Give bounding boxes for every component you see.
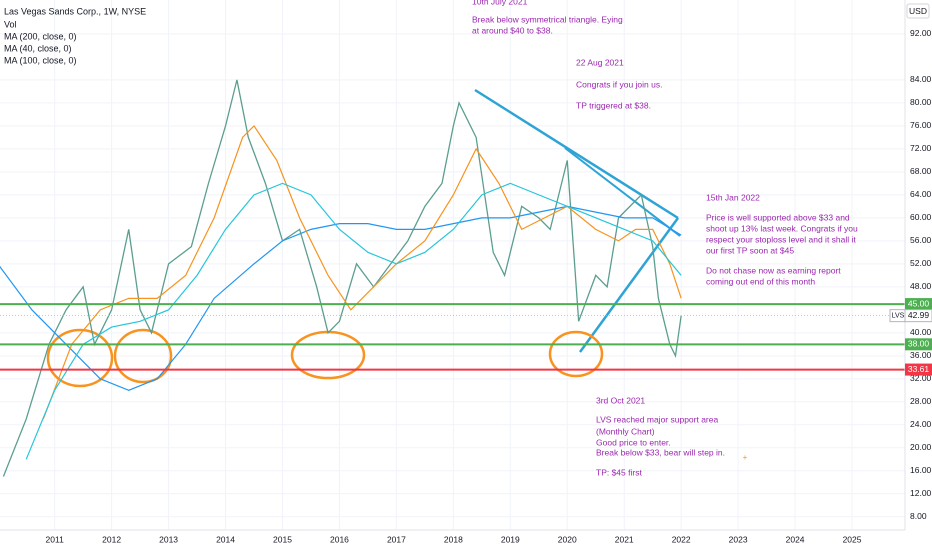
legend-entry: MA (40, close, 0) xyxy=(4,43,72,53)
x-tick-label: 2012 xyxy=(102,534,121,544)
y-tick-label: 84.00 xyxy=(910,74,932,84)
triangle-line xyxy=(578,217,680,353)
annotation: (Monthly Chart) xyxy=(596,426,655,436)
currency: USD xyxy=(909,6,927,16)
y-tick-label: 32.00 xyxy=(910,373,932,383)
annotation: Break below $33, bear will step in. xyxy=(596,447,725,457)
x-tick-label: 2020 xyxy=(558,534,577,544)
x-tick-label: 2023 xyxy=(729,534,748,544)
y-tick-label: 36.00 xyxy=(910,350,932,360)
grid xyxy=(0,0,905,530)
y-tick-label: 20.00 xyxy=(910,442,932,452)
chart-title: Las Vegas Sands Corp., 1W, NYSE xyxy=(4,6,146,16)
level-box xyxy=(905,298,932,311)
y-tick-label: 56.00 xyxy=(910,235,932,245)
annotation: Break below symmetrical triangle. Eying xyxy=(472,14,623,24)
level-label: 45.00 xyxy=(908,298,930,308)
level-label: 38.00 xyxy=(908,339,930,349)
annotation: 3rd Oct 2021 xyxy=(596,395,645,405)
annotation: 15th Jan 2022 xyxy=(706,192,760,202)
y-tick-label: 40.00 xyxy=(910,327,932,337)
annotation: TP triggered at $38. xyxy=(576,100,651,110)
annotation: respect your stoploss level and it shall… xyxy=(706,234,856,244)
y-tick-label: 76.00 xyxy=(910,120,932,130)
plot: 10th July 2021 Break below symmetrical tr… xyxy=(0,0,905,477)
annotation: TP: $45 first xyxy=(596,467,642,477)
drawings: + xyxy=(46,88,748,462)
y-tick-label: 64.00 xyxy=(910,189,932,199)
marker: + xyxy=(743,453,748,462)
y-tick-label: 16.00 xyxy=(910,465,932,475)
last-price-symbol: LVS xyxy=(892,312,905,319)
annotation: Congrats if you join us. xyxy=(576,79,662,89)
x-tick-label: 2015 xyxy=(273,534,292,544)
currency-box xyxy=(906,3,930,19)
support-circle xyxy=(113,328,173,384)
triangle-line xyxy=(474,88,679,220)
legend-entry: MA (200, close, 0) xyxy=(4,31,77,41)
x-tick-label: 2016 xyxy=(330,534,349,544)
support-circle xyxy=(46,328,114,388)
x-tick-label: 2017 xyxy=(387,534,406,544)
last-price-box xyxy=(904,309,932,323)
moving-average xyxy=(0,205,682,391)
x-tick-label: 2022 xyxy=(672,534,691,544)
y-tick-label: 92.00 xyxy=(910,28,932,38)
y-tick-label: 68.00 xyxy=(910,166,932,176)
x-tick-label: 2025 xyxy=(843,534,862,544)
annotation: our first TP soon at $45 xyxy=(706,245,794,255)
x-tick-label: 2014 xyxy=(216,534,235,544)
level-box xyxy=(905,363,932,376)
x-tick-label: 2018 xyxy=(444,534,463,544)
annotation: Price is well supported above $33 and xyxy=(706,212,850,222)
y-tick-label: 52.00 xyxy=(910,258,932,268)
annotation: 22 Aug 2021 xyxy=(576,57,624,67)
y-tick-label: 24.00 xyxy=(910,419,932,429)
x-tick-label: 2013 xyxy=(159,534,178,544)
triangle-line xyxy=(564,147,681,237)
annotation: LVS reached major support area xyxy=(596,414,718,424)
y-tick-label: 28.00 xyxy=(910,396,932,406)
x-tick-label: 2024 xyxy=(786,534,805,544)
level-label: 33.61 xyxy=(908,364,930,374)
legend: Las Vegas Sands Corp., 1W, NYSE Vol MA (… xyxy=(4,6,146,65)
y-tick-label: 80.00 xyxy=(910,97,932,107)
y-tick-label: 48.00 xyxy=(910,281,932,291)
annotation: Do not chase now as earning report xyxy=(706,265,841,275)
annotation: Good price to enter. xyxy=(596,437,671,447)
annotation: at around $40 to $38. xyxy=(472,25,553,35)
annotation: 10th July 2021 xyxy=(472,0,528,6)
x-tick-label: 2019 xyxy=(501,534,520,544)
level-box xyxy=(905,338,932,351)
annotation: coming out end of this month xyxy=(706,276,815,286)
moving-average xyxy=(42,124,682,420)
moving-average xyxy=(25,182,682,460)
y-tick-label: 12.00 xyxy=(910,488,932,498)
x-tick-label: 2011 xyxy=(46,534,65,544)
price-line xyxy=(2,79,682,477)
last-price-label: 42.99 xyxy=(908,310,930,320)
y-tick-label: 60.00 xyxy=(910,212,932,222)
y-tick-label: 72.00 xyxy=(910,143,932,153)
y-tick-label: 8.00 xyxy=(910,511,927,521)
legend-entry: MA (100, close, 0) xyxy=(4,55,77,65)
support-circle xyxy=(548,330,604,378)
volume-label: Vol xyxy=(4,19,17,29)
x-tick-label: 2021 xyxy=(615,534,634,544)
annotation: shoot up 13% last week. Congrats if you xyxy=(706,223,858,233)
